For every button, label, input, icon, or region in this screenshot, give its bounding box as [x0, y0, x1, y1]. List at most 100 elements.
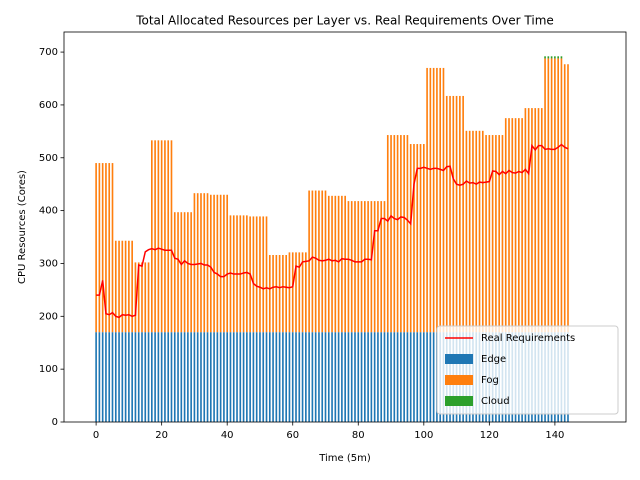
bar: [255, 216, 258, 333]
bar: [170, 332, 173, 422]
legend-box: [436, 325, 619, 415]
bar: [164, 332, 166, 422]
bar: [98, 332, 101, 422]
bar: [511, 118, 514, 333]
bar: [193, 332, 196, 422]
bar: [187, 212, 189, 333]
bar: [137, 332, 140, 422]
bar: [416, 332, 419, 422]
bar: [318, 332, 320, 422]
bar: [196, 193, 199, 333]
bar: [105, 332, 107, 422]
bar: [501, 135, 504, 333]
bar: [295, 332, 297, 422]
bar: [521, 118, 523, 333]
bar: [550, 58, 553, 333]
bar: [324, 190, 327, 333]
bar: [95, 332, 97, 422]
bar: [311, 190, 314, 333]
bar: [347, 332, 350, 422]
bar: [534, 108, 537, 333]
bar: [311, 332, 314, 422]
x-tick-label: 20: [155, 430, 168, 441]
bar: [442, 67, 445, 333]
bar: [180, 332, 183, 422]
bar: [524, 108, 527, 333]
bar: [547, 58, 550, 333]
bar: [518, 118, 520, 333]
bar: [334, 195, 337, 333]
bar: [337, 332, 340, 422]
bar: [252, 332, 255, 422]
bar: [118, 332, 120, 422]
y-tick-label: 700: [39, 47, 58, 58]
bar: [465, 130, 468, 333]
bar: [354, 201, 356, 333]
bar: [350, 332, 353, 422]
bar: [121, 332, 124, 422]
bar: [341, 332, 343, 422]
legend-label: Fog: [481, 375, 499, 386]
plot-frame: [63, 31, 627, 423]
bar: [203, 193, 206, 333]
bar: [282, 255, 284, 333]
bar: [327, 195, 330, 333]
bar: [114, 240, 117, 333]
bar: [265, 332, 268, 422]
bar: [305, 252, 307, 333]
bar: [108, 163, 111, 333]
legend-label: Real Requirements: [481, 333, 575, 344]
bar: [101, 332, 104, 422]
bar: [259, 332, 261, 422]
bar: [554, 56, 556, 59]
bar: [242, 332, 245, 422]
bar: [160, 140, 163, 333]
bar: [128, 240, 130, 333]
bar: [105, 163, 107, 333]
bar: [495, 135, 497, 333]
bar: [396, 135, 399, 333]
bar: [246, 215, 248, 333]
bar: [288, 332, 291, 422]
x-tick-label: 100: [414, 430, 433, 441]
bar: [196, 332, 199, 422]
bar: [554, 58, 556, 333]
bar: [432, 332, 435, 422]
bar: [177, 212, 179, 333]
bar: [409, 144, 412, 333]
bar: [514, 118, 517, 333]
bar: [305, 332, 307, 422]
bar: [232, 332, 235, 422]
legend-label: Cloud: [481, 396, 510, 407]
bar: [367, 201, 369, 333]
bar: [291, 332, 294, 422]
bar: [308, 332, 310, 422]
bar: [229, 215, 232, 333]
bar: [341, 195, 343, 333]
bar: [360, 332, 363, 422]
bar: [219, 332, 222, 422]
bar: [419, 332, 422, 422]
bar: [383, 201, 386, 333]
bar: [301, 252, 304, 333]
bar: [314, 190, 317, 333]
bar: [291, 252, 294, 333]
bar: [223, 332, 225, 422]
bar: [357, 332, 360, 422]
x-axis-label: Time (5m): [318, 453, 371, 464]
y-tick-label: 400: [39, 206, 58, 217]
legend-swatch: [445, 396, 473, 406]
bar: [111, 163, 114, 333]
bar: [540, 108, 543, 333]
bar: [334, 332, 337, 422]
x-tick-label: 140: [545, 430, 564, 441]
bar: [439, 67, 442, 333]
legend-swatch: [445, 375, 473, 385]
bar: [488, 135, 491, 333]
bar: [449, 95, 451, 333]
bar: [282, 332, 284, 422]
bar: [413, 332, 415, 422]
bar: [147, 262, 150, 333]
bar: [268, 332, 271, 422]
bar: [246, 332, 248, 422]
